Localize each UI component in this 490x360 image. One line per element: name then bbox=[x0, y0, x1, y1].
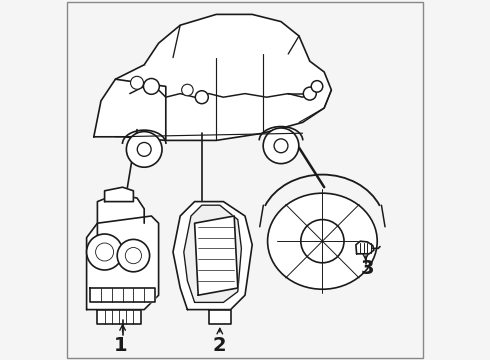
Polygon shape bbox=[94, 79, 166, 140]
Text: 1: 1 bbox=[114, 336, 127, 355]
Circle shape bbox=[311, 81, 323, 92]
Polygon shape bbox=[184, 205, 242, 302]
Polygon shape bbox=[98, 194, 144, 238]
Polygon shape bbox=[90, 288, 155, 302]
Circle shape bbox=[196, 91, 208, 104]
Circle shape bbox=[274, 139, 288, 153]
Polygon shape bbox=[87, 216, 159, 310]
Polygon shape bbox=[173, 202, 252, 310]
Circle shape bbox=[125, 248, 142, 264]
Polygon shape bbox=[195, 216, 238, 295]
Polygon shape bbox=[94, 50, 331, 140]
Circle shape bbox=[87, 234, 122, 270]
Polygon shape bbox=[104, 187, 133, 202]
Circle shape bbox=[117, 239, 149, 272]
Circle shape bbox=[182, 84, 193, 96]
Ellipse shape bbox=[268, 193, 377, 289]
Circle shape bbox=[126, 132, 162, 167]
Circle shape bbox=[130, 76, 144, 89]
Polygon shape bbox=[98, 310, 141, 324]
Text: 3: 3 bbox=[361, 259, 374, 278]
Polygon shape bbox=[356, 241, 374, 254]
Circle shape bbox=[303, 87, 316, 100]
Circle shape bbox=[96, 243, 114, 261]
Circle shape bbox=[144, 78, 159, 94]
Ellipse shape bbox=[301, 220, 344, 263]
Polygon shape bbox=[209, 310, 231, 324]
Circle shape bbox=[137, 143, 151, 156]
Circle shape bbox=[263, 128, 299, 163]
Polygon shape bbox=[144, 14, 310, 65]
Text: 2: 2 bbox=[213, 336, 226, 355]
